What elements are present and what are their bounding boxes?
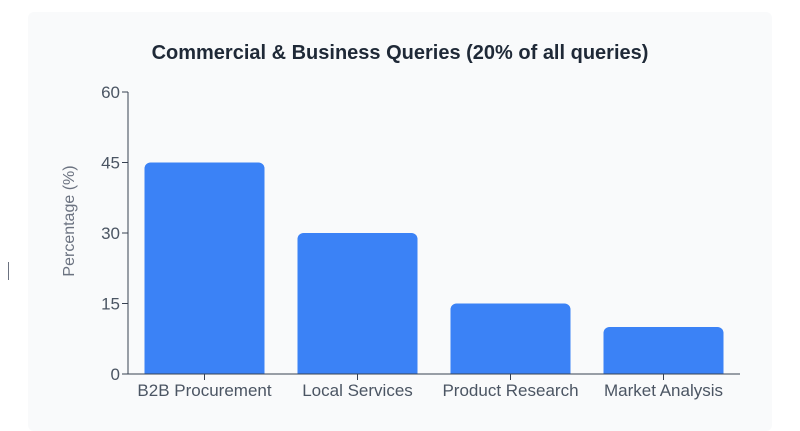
bar-base — [603, 366, 724, 374]
y-tick-label: 0 — [111, 365, 120, 384]
y-tick-label: 60 — [101, 83, 120, 102]
chart-title: Commercial & Business Queries (20% of al… — [151, 42, 649, 64]
y-axis-title: Percentage (%) — [61, 165, 78, 276]
bars-group — [144, 162, 724, 374]
bar-product-research — [450, 303, 571, 374]
bar-base — [450, 366, 571, 374]
bar-b2b-procurement — [144, 162, 265, 374]
x-tick-label: B2B Procurement — [137, 381, 271, 400]
x-labels-group: B2B Procurement Local Services Product Res… — [137, 381, 723, 400]
bar-base — [297, 366, 418, 374]
bar-base — [144, 366, 265, 374]
left-edge-mark — [8, 262, 9, 280]
y-ticks-group: 0 15 30 45 60 — [101, 83, 128, 384]
y-tick-label: 45 — [101, 154, 120, 173]
y-tick-label: 15 — [101, 295, 120, 314]
x-tick-label: Product Research — [442, 381, 578, 400]
x-tick-label: Market Analysis — [604, 381, 723, 400]
x-tick-label: Local Services — [302, 381, 413, 400]
y-tick-label: 30 — [101, 224, 120, 243]
bar-local-services — [297, 233, 418, 374]
bar-market-analysis — [603, 327, 724, 374]
